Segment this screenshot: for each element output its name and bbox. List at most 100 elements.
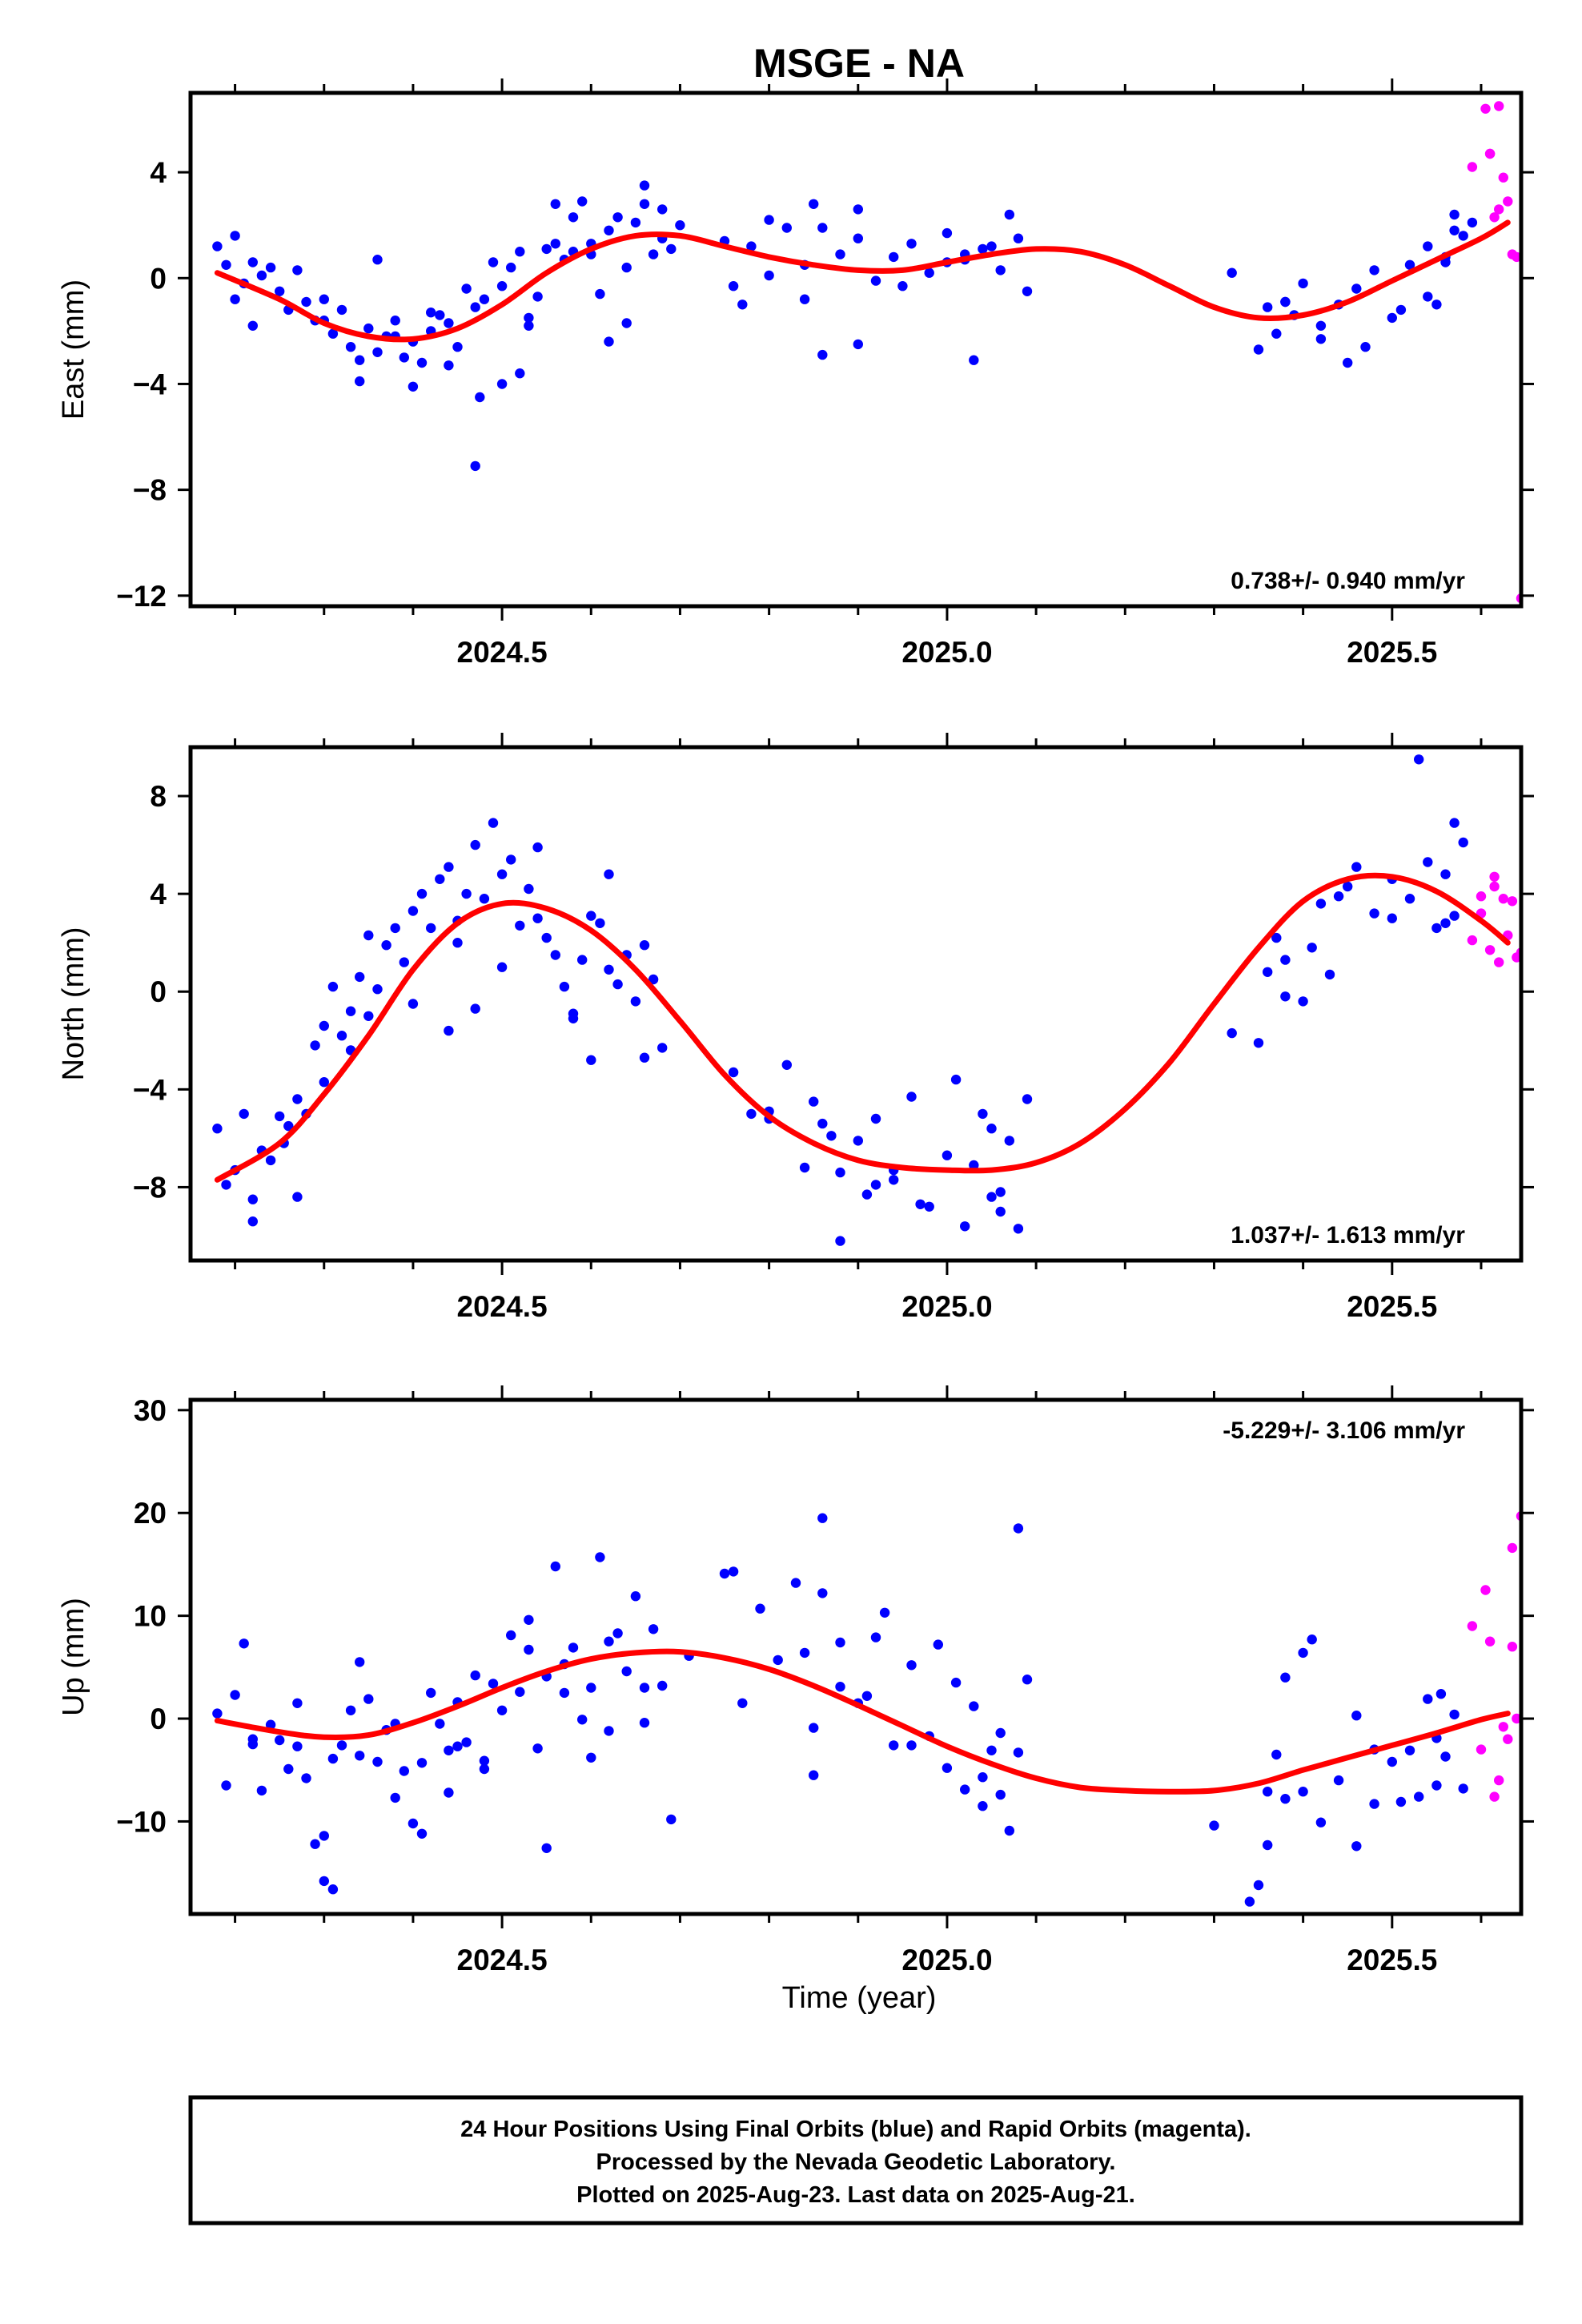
final-orbit-point	[550, 199, 560, 209]
x-axis-label: Time (year)	[782, 1981, 937, 2015]
final-orbit-point	[1315, 1817, 1327, 1827]
final-orbit-point	[461, 888, 472, 899]
final-orbit-point	[1280, 955, 1291, 965]
final-orbit-point	[835, 249, 845, 259]
final-orbit-point	[1449, 911, 1460, 921]
final-orbit-point	[568, 1013, 579, 1024]
final-orbit-point	[1298, 278, 1308, 289]
final-orbit-point	[604, 336, 614, 347]
final-orbit-point	[1298, 1647, 1308, 1659]
final-orbit-point	[853, 204, 864, 215]
final-orbit-point	[995, 1789, 1006, 1800]
final-orbit-point	[435, 874, 445, 885]
final-orbit-point	[416, 357, 428, 368]
final-orbit-point	[256, 270, 267, 281]
y-tick-label: 0	[150, 975, 167, 1008]
final-orbit-point	[426, 1687, 436, 1699]
final-orbit-point	[1022, 1094, 1033, 1104]
final-orbit-point	[728, 1566, 739, 1577]
final-orbit-point	[1351, 1711, 1362, 1721]
final-orbit-point	[906, 1092, 917, 1102]
final-orbit-point	[1298, 1787, 1308, 1797]
final-orbit-point	[1414, 754, 1424, 765]
final-orbit-point	[345, 342, 356, 352]
final-orbit-point	[532, 913, 543, 923]
north-panel: 2024.5 2025.0 2025.5 8 4 0 −4 −8 North (mm) 1.037…	[57, 733, 1534, 1323]
final-orbit-point	[292, 1698, 303, 1708]
final-orbit-point	[781, 223, 792, 233]
final-orbit-point	[728, 281, 739, 292]
rapid-orbit-point	[1476, 1744, 1487, 1755]
final-orbit-point	[630, 996, 641, 1007]
final-orbit-point	[764, 215, 774, 225]
final-orbit-point	[426, 308, 436, 318]
footer-line-1: 24 Hour Positions Using Final Orbits (bl…	[460, 2117, 1251, 2142]
x-tick-label: 2025.0	[901, 1944, 992, 1976]
final-orbit-point	[550, 950, 560, 960]
final-orbit-point	[247, 1194, 258, 1204]
final-orbit-point	[1467, 217, 1478, 228]
final-orbit-point	[621, 318, 632, 328]
rapid-orbit-point	[1498, 1722, 1509, 1732]
final-orbit-point	[1280, 296, 1291, 308]
final-orbit-point	[835, 1682, 845, 1692]
final-orbit-point	[969, 1160, 979, 1171]
final-orbit-point	[1440, 1751, 1451, 1762]
final-orbit-point	[630, 217, 641, 228]
final-orbit-point	[247, 320, 258, 331]
final-orbit-point	[488, 1679, 499, 1689]
final-orbit-point	[1307, 1634, 1317, 1645]
final-orbit-point	[1404, 894, 1415, 904]
final-orbit-point	[942, 1150, 953, 1160]
final-orbit-point	[1423, 1694, 1433, 1704]
final-orbit-point	[978, 243, 988, 255]
x-tick-label: 2025.0	[901, 636, 992, 669]
final-orbit-point	[906, 1740, 917, 1751]
final-orbit-point	[230, 294, 240, 304]
final-orbit-point	[327, 1884, 339, 1895]
final-orbit-point	[1449, 225, 1460, 235]
final-orbit-point	[470, 1003, 480, 1014]
final-orbit-point	[861, 1691, 873, 1701]
rapid-orbit-point	[1484, 148, 1496, 159]
final-orbit-point	[621, 262, 632, 273]
final-orbit-point	[595, 288, 605, 300]
final-orbit-point	[452, 1741, 463, 1751]
final-orbit-point	[336, 1031, 347, 1041]
east-panel: 2024.5 2025.0 2025.5 4 0 −4 −8 −12 East (mm) 0.73…	[57, 78, 1534, 669]
rapid-orbit-point	[1480, 1585, 1491, 1595]
final-orbit-point	[292, 1094, 303, 1104]
final-orbit-point	[1227, 267, 1237, 278]
final-orbit-point	[408, 906, 419, 916]
x-tick-label: 2025.0	[901, 1290, 992, 1323]
y-axis-label: East (mm)	[57, 279, 90, 420]
fit-curve	[214, 219, 1511, 343]
final-orbit-point	[1004, 1825, 1015, 1836]
x-tick-label: 2024.5	[457, 1944, 548, 1976]
final-orbit-point	[1387, 312, 1398, 324]
final-orbit-point	[790, 1578, 801, 1588]
x-tick-label: 2025.5	[1347, 636, 1437, 669]
final-orbit-point	[256, 1785, 267, 1796]
final-orbit-point	[1351, 862, 1362, 872]
final-orbit-point	[239, 1638, 249, 1649]
final-orbit-point	[1263, 1839, 1273, 1851]
final-orbit-point	[986, 1124, 997, 1134]
final-orbit-point	[1004, 209, 1015, 220]
final-orbit-point	[1387, 1756, 1398, 1767]
final-orbit-point	[1263, 967, 1273, 978]
final-orbit-point	[408, 381, 419, 392]
rapid-orbit-point	[1507, 896, 1518, 907]
final-orbit-point	[924, 267, 934, 278]
final-orbit-point	[657, 1680, 668, 1691]
final-orbit-point	[969, 355, 979, 365]
final-orbit-point	[586, 1752, 596, 1763]
final-orbit-point	[577, 196, 588, 207]
final-orbit-point	[479, 894, 490, 904]
final-orbit-point	[781, 1059, 792, 1071]
final-orbit-point	[933, 1639, 944, 1650]
final-orbit-point	[372, 347, 383, 357]
final-orbit-point	[524, 312, 534, 324]
final-orbit-point	[595, 1552, 605, 1562]
x-tick-label: 2025.5	[1347, 1944, 1437, 1976]
